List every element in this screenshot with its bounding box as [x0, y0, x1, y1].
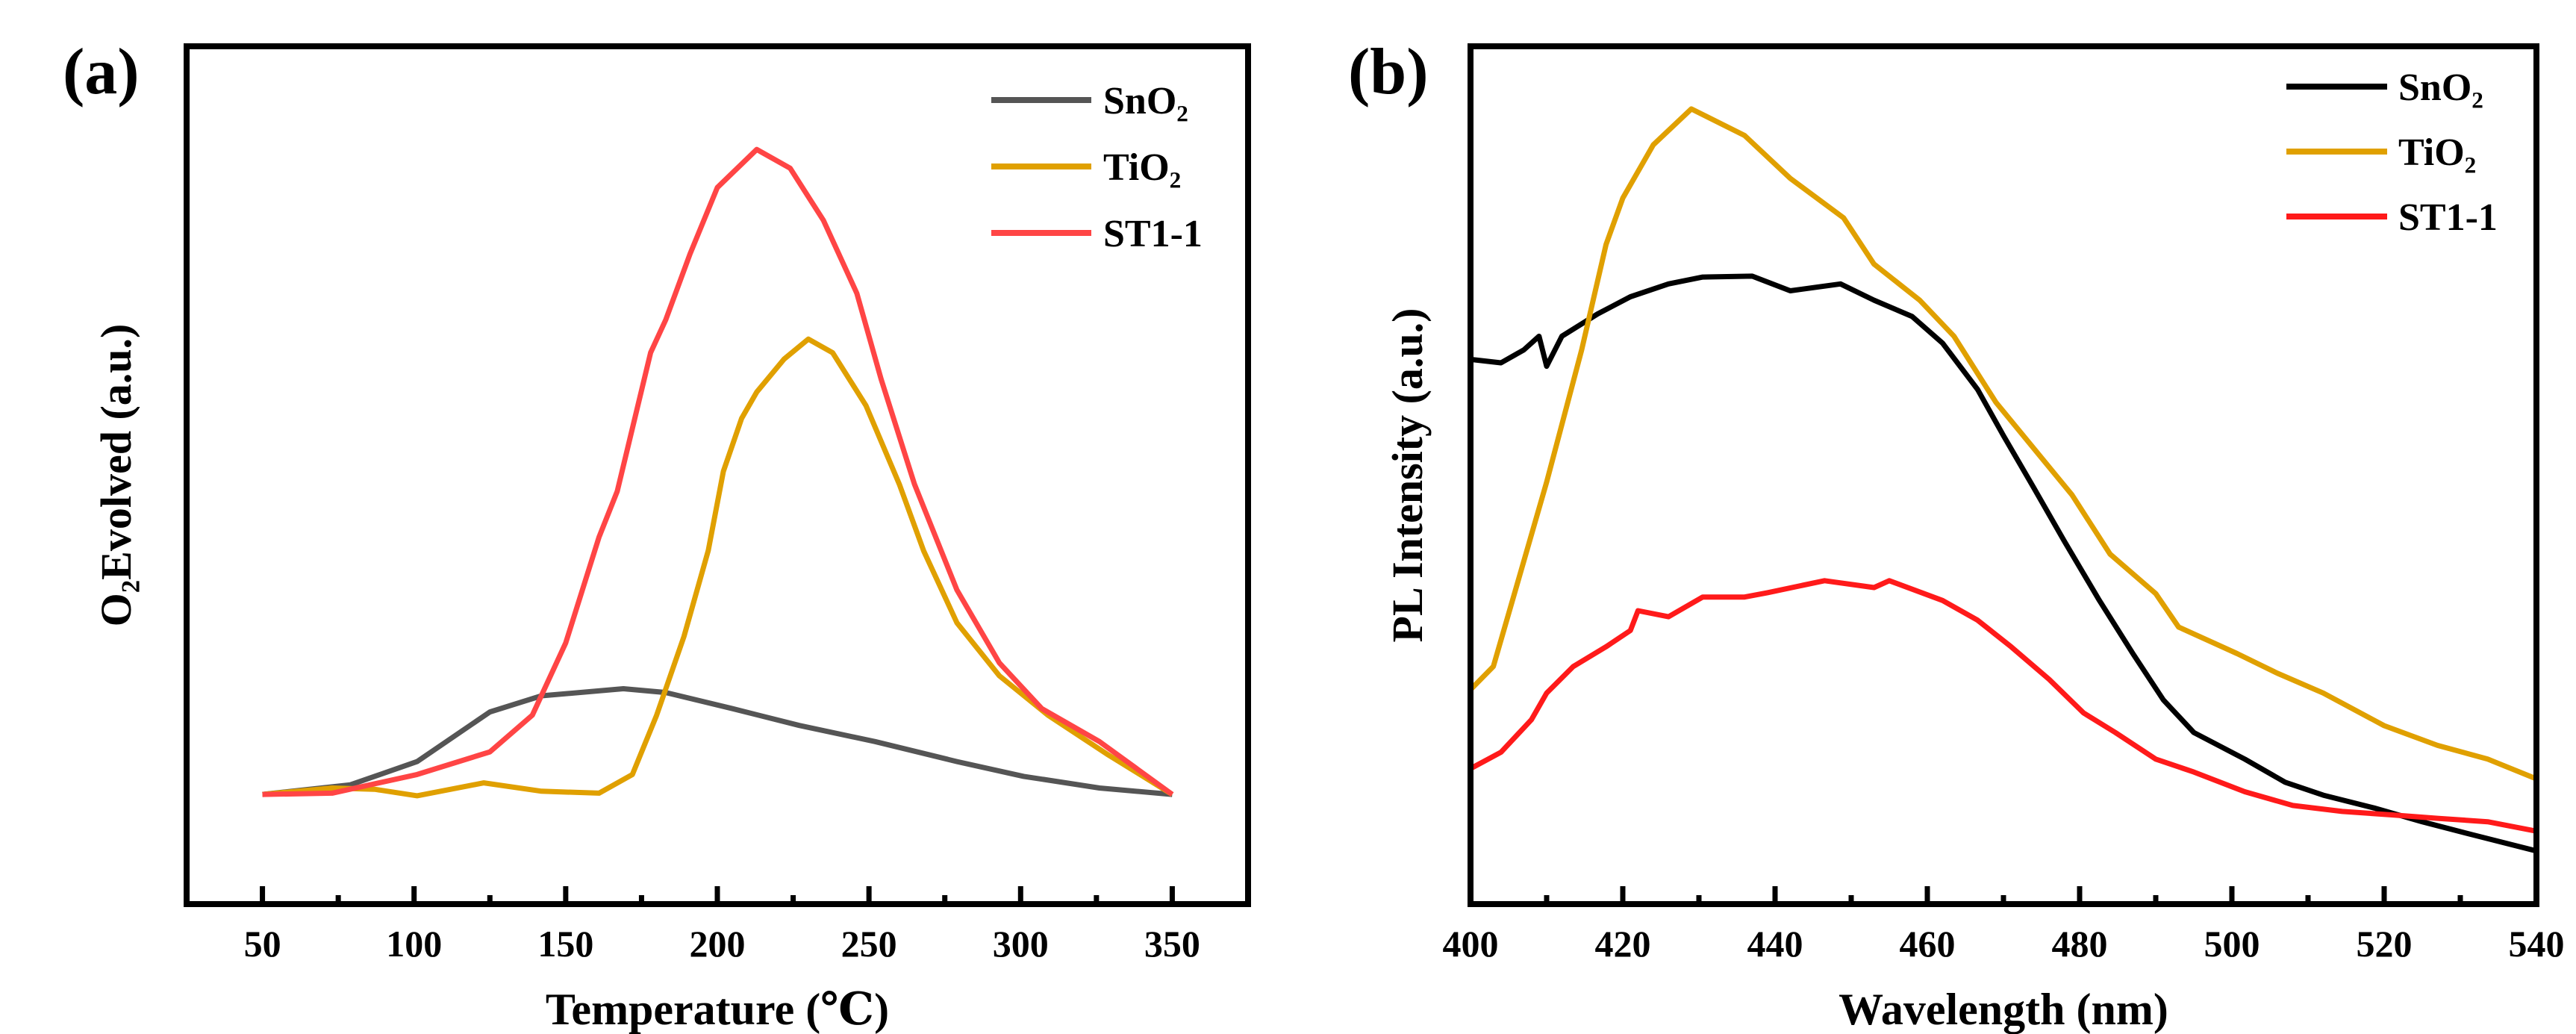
x-tick-label: 300	[993, 923, 1049, 965]
plot-frame	[184, 43, 1251, 907]
legend: SnO₂ TiO₂ ST1-1	[2286, 66, 2498, 239]
panel-label: (b)	[1348, 36, 1429, 108]
x-tick-label: 520	[2357, 923, 2413, 965]
panel-a: (a) 50 100 150 200 250 300 350 Temperature (℃) O₂…	[63, 36, 1251, 1034]
x-axis-label: Temperature (℃)	[546, 985, 889, 1034]
x-tick-label: 500	[2204, 923, 2260, 965]
legend-label: ST1-1	[2398, 196, 2498, 239]
x-tick-label: 350	[1144, 923, 1200, 965]
x-tick-label: 200	[690, 923, 746, 965]
legend-label: ST1-1	[1103, 213, 1203, 255]
x-tick-label: 460	[1900, 923, 1956, 965]
series-line-tio	[1468, 106, 2538, 782]
series-line-sno	[262, 686, 1173, 797]
legend-label: TiO₂	[1103, 146, 1181, 189]
x-tick-label: 440	[1747, 923, 1803, 965]
panel-label: (a)	[63, 36, 140, 108]
series-line-tio	[262, 336, 1174, 799]
legend-label: SnO₂	[2398, 66, 2483, 109]
y-axis-label: PL Intensity (a.u.)	[1383, 308, 1432, 643]
panel-b: (b) 400 420 440 460 480 500 520 540 Wavelength (n…	[1348, 36, 2565, 1034]
series-line-sno	[1470, 273, 2537, 854]
series-line-st11	[262, 146, 1174, 797]
x-tick-label: 540	[2509, 923, 2565, 965]
x-tick-label: 250	[841, 923, 897, 965]
legend-label: TiO₂	[2398, 131, 2476, 174]
x-tick-label: 420	[1595, 923, 1651, 965]
x-tick-label: 150	[537, 923, 593, 965]
legend: SnO₂ TiO₂ ST1-1	[991, 80, 1203, 255]
x-tick-label: 50	[244, 923, 281, 965]
x-tick-label: 480	[2052, 923, 2108, 965]
x-tick-label: 100	[386, 923, 442, 965]
y-axis-label: O₂Evolved (a.u.)	[92, 324, 140, 627]
plot-frame	[1468, 43, 2539, 907]
legend-label: SnO₂	[1103, 80, 1188, 122]
x-tick-label: 400	[1443, 923, 1499, 965]
x-axis-label: Wavelength (nm)	[1839, 985, 2168, 1034]
series-line-st11	[1469, 578, 2537, 834]
